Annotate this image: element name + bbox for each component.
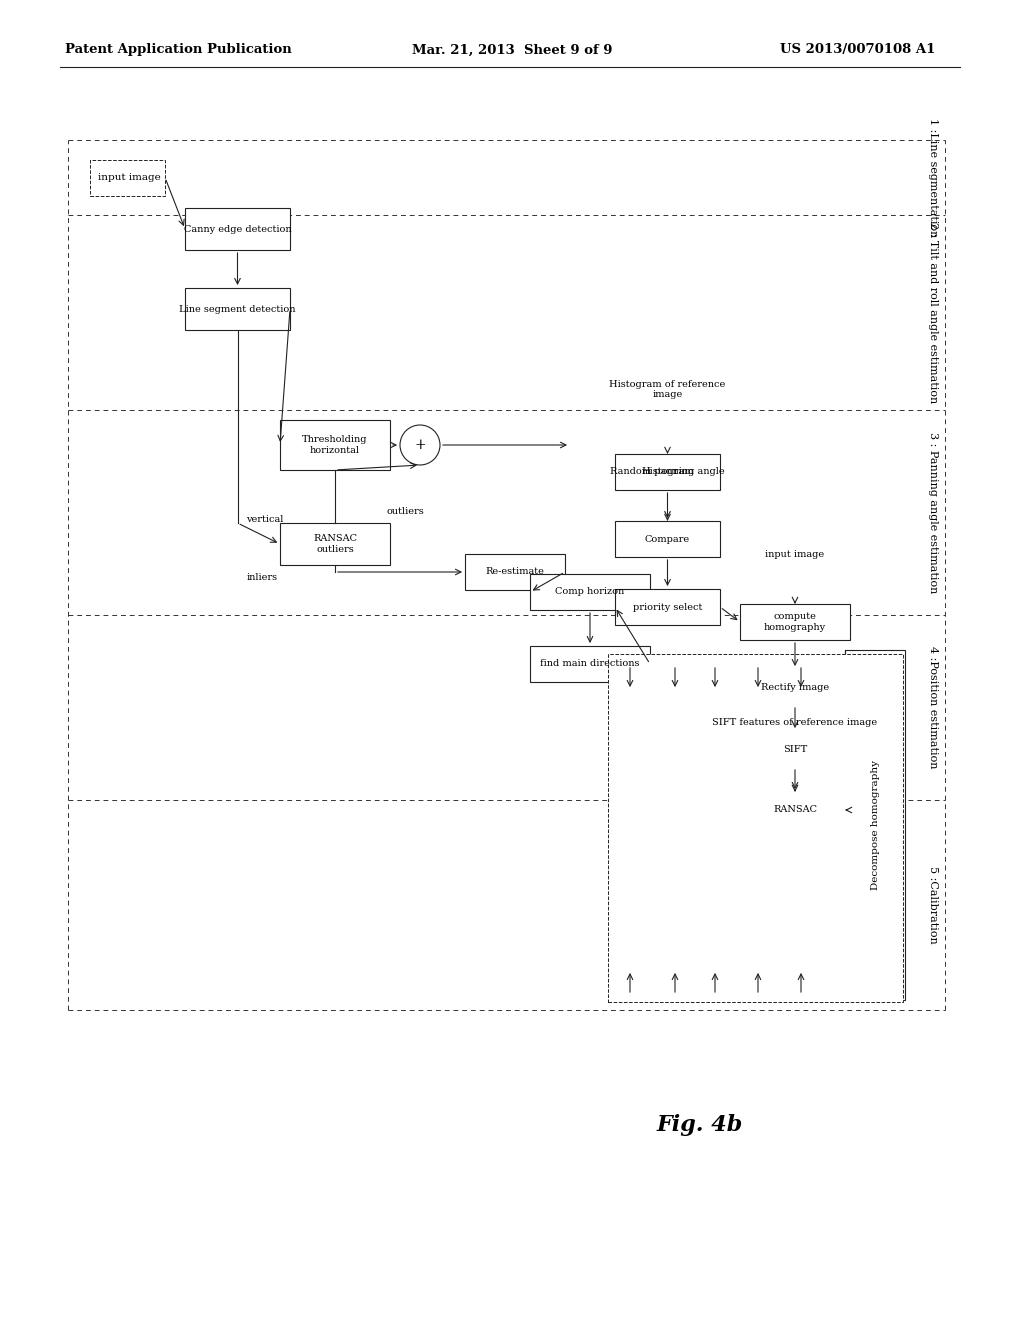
- Text: Decompose homography: Decompose homography: [870, 760, 880, 890]
- Text: Histogram: Histogram: [641, 467, 694, 477]
- Bar: [740, 605, 850, 640]
- Bar: [615, 690, 645, 970]
- Text: SIFT features of reference image: SIFT features of reference image: [713, 718, 878, 727]
- Bar: [740, 792, 850, 828]
- Text: Fig. 4b: Fig. 4b: [656, 1114, 743, 1137]
- Bar: [615, 521, 720, 557]
- Text: input image: input image: [765, 550, 824, 558]
- Text: Line segment detection: Line segment detection: [179, 305, 296, 314]
- Text: Canny edge detection: Canny edge detection: [183, 224, 291, 234]
- Text: Patent Application Publication: Patent Application Publication: [65, 44, 292, 57]
- Text: Random panning angle: Random panning angle: [610, 467, 725, 477]
- Text: compute
homography: compute homography: [764, 612, 826, 632]
- Text: vertical: vertical: [247, 516, 284, 524]
- Bar: [660, 690, 690, 970]
- Bar: [786, 690, 816, 970]
- Bar: [845, 649, 905, 1001]
- Text: Re-estimate: Re-estimate: [485, 568, 545, 577]
- Text: RANSAC: RANSAC: [773, 805, 817, 814]
- Text: Compare: Compare: [645, 535, 690, 544]
- Text: 1 :Line segmentation: 1 :Line segmentation: [928, 117, 938, 238]
- Bar: [185, 209, 290, 249]
- Text: priority select: priority select: [633, 602, 702, 611]
- Text: 3 : Panning angle estimation: 3 : Panning angle estimation: [928, 432, 938, 593]
- Text: Histogram of reference
image: Histogram of reference image: [609, 380, 726, 399]
- Bar: [740, 669, 850, 705]
- Text: 5 :Calibration: 5 :Calibration: [928, 866, 938, 944]
- Text: SIFT: SIFT: [783, 744, 807, 754]
- Text: +: +: [414, 438, 426, 451]
- Text: 4 :Position estimation: 4 :Position estimation: [928, 647, 938, 768]
- Text: find main directions: find main directions: [541, 660, 640, 668]
- Bar: [740, 731, 850, 767]
- Bar: [530, 645, 650, 682]
- Text: Thresholding
horizontal: Thresholding horizontal: [302, 436, 368, 454]
- Bar: [608, 653, 903, 1002]
- Bar: [615, 589, 720, 624]
- Text: RANSAC
outliers: RANSAC outliers: [313, 535, 357, 553]
- Text: outliers: outliers: [386, 507, 424, 516]
- Bar: [280, 523, 390, 565]
- Bar: [185, 288, 290, 330]
- Text: Rectify image: Rectify image: [761, 682, 829, 692]
- Bar: [280, 420, 390, 470]
- Text: input image: input image: [98, 173, 161, 182]
- Bar: [530, 574, 650, 610]
- Bar: [743, 690, 773, 970]
- Text: inliers: inliers: [247, 573, 278, 582]
- Bar: [615, 454, 720, 490]
- Text: Mar. 21, 2013  Sheet 9 of 9: Mar. 21, 2013 Sheet 9 of 9: [412, 44, 612, 57]
- Bar: [90, 160, 165, 195]
- Text: Comp horizon: Comp horizon: [555, 587, 625, 597]
- Bar: [700, 690, 730, 970]
- Text: US 2013/0070108 A1: US 2013/0070108 A1: [780, 44, 935, 57]
- Text: 2 : Tilt and roll angle estimation: 2 : Tilt and roll angle estimation: [928, 222, 938, 403]
- Bar: [465, 554, 565, 590]
